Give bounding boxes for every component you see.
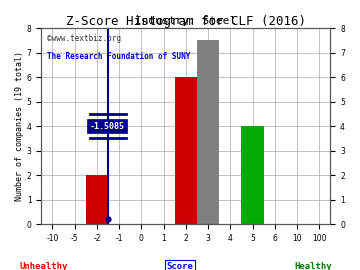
Text: Unhealthy: Unhealthy <box>19 262 67 270</box>
Text: The Research Foundation of SUNY: The Research Foundation of SUNY <box>47 52 190 60</box>
Text: Healthy: Healthy <box>294 262 332 270</box>
Text: Score: Score <box>167 262 193 270</box>
Title: Z-Score Histogram for CLF (2016): Z-Score Histogram for CLF (2016) <box>66 15 306 28</box>
Text: ©www.textbiz.org: ©www.textbiz.org <box>47 34 121 43</box>
Bar <box>197 40 219 224</box>
Bar <box>242 126 264 224</box>
Bar <box>175 77 197 224</box>
Y-axis label: Number of companies (19 total): Number of companies (19 total) <box>15 51 24 201</box>
Bar <box>86 175 108 224</box>
Text: -1.5085: -1.5085 <box>90 122 125 131</box>
Text: Industry: Steel: Industry: Steel <box>135 16 237 26</box>
